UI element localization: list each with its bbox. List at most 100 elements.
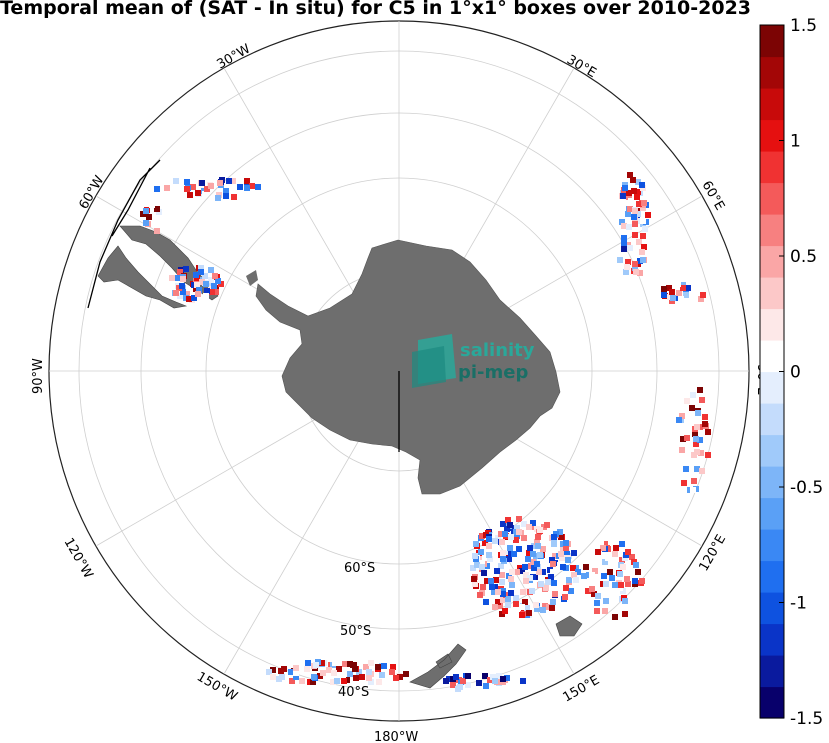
- data-cell: [630, 177, 636, 183]
- data-cell: [536, 569, 542, 575]
- antarctica-landmass: [255, 239, 561, 495]
- data-cell: [699, 397, 705, 403]
- data-cell: [490, 674, 496, 680]
- data-cell: [198, 265, 204, 271]
- data-cell: [689, 405, 695, 411]
- data-cell: [617, 257, 623, 263]
- data-cell: [592, 568, 598, 574]
- data-cell: [700, 292, 706, 298]
- data-cell: [640, 257, 646, 263]
- data-cell: [179, 283, 185, 289]
- data-cell: [359, 674, 365, 680]
- data-cell: [505, 602, 511, 608]
- data-cell: [184, 179, 190, 185]
- data-cell: [474, 562, 480, 568]
- data-cell: [507, 545, 513, 551]
- data-cell: [626, 190, 632, 196]
- data-cell: [492, 538, 498, 544]
- data-cell: [389, 669, 395, 675]
- data-cell: [702, 421, 708, 427]
- data-cell: [494, 568, 500, 574]
- data-cell: [639, 578, 645, 584]
- data-cell: [483, 599, 489, 605]
- data-cell: [479, 533, 485, 539]
- data-cell: [342, 661, 348, 667]
- data-cell: [154, 186, 160, 192]
- data-cell: [514, 569, 520, 575]
- data-cell: [326, 667, 332, 673]
- data-cell: [531, 565, 537, 571]
- data-cell: [493, 577, 499, 583]
- colorbar-swatch: [760, 560, 784, 593]
- data-cell: [202, 191, 208, 197]
- data-cell: [628, 198, 634, 204]
- data-cell: [520, 678, 526, 684]
- data-cell: [279, 674, 285, 680]
- data-cell: [154, 228, 160, 234]
- data-cell: [563, 540, 569, 546]
- data-cell: [492, 604, 498, 610]
- colorbar-swatch: [760, 592, 784, 625]
- data-cell: [516, 529, 522, 535]
- data-cell: [311, 674, 317, 680]
- data-cell: [680, 285, 686, 291]
- data-cell: [500, 550, 506, 556]
- data-cell: [676, 417, 682, 423]
- data-cell: [640, 218, 646, 224]
- data-cell: [397, 674, 403, 680]
- data-cell: [505, 517, 511, 523]
- data-cell: [612, 582, 618, 588]
- data-cell: [237, 184, 243, 190]
- data-cell: [520, 589, 526, 595]
- data-cell: [506, 556, 512, 562]
- data-cell: [293, 670, 299, 676]
- data-cell: [563, 585, 569, 591]
- data-cell: [621, 240, 627, 246]
- colorbar-swatch: [760, 245, 784, 278]
- colorbar-swatches: [760, 25, 784, 719]
- latitude-labels: 60°S 50°S 40°S: [338, 561, 375, 700]
- data-cell: [231, 194, 237, 200]
- new-zealand-landmass: [409, 643, 467, 689]
- palmer-peninsula-island: [246, 270, 258, 286]
- south-america-landmass: [97, 225, 219, 309]
- data-cell: [560, 564, 566, 570]
- data-cell: [453, 674, 459, 680]
- data-cell: [562, 594, 568, 600]
- lon-label-180w: 180°W: [374, 730, 418, 743]
- data-cell: [334, 678, 340, 684]
- data-cell: [368, 660, 374, 666]
- data-cell: [483, 683, 489, 689]
- data-cell: [626, 224, 632, 230]
- data-cell: [173, 178, 179, 184]
- data-cell: [527, 545, 533, 551]
- data-cells: [140, 172, 711, 692]
- data-cell: [634, 194, 640, 200]
- data-cell: [477, 592, 483, 598]
- data-cell: [173, 290, 179, 296]
- data-cell: [488, 578, 494, 584]
- data-cell: [223, 193, 229, 199]
- data-cell: [393, 675, 399, 681]
- data-cell: [635, 179, 641, 185]
- data-cell: [347, 661, 353, 667]
- data-cell: [332, 660, 338, 666]
- colorbar-swatch: [760, 25, 784, 58]
- data-cell: [513, 601, 519, 607]
- data-cell: [341, 678, 347, 684]
- data-cell: [381, 663, 387, 669]
- data-cell: [695, 410, 701, 416]
- data-cell: [563, 545, 569, 551]
- data-cell: [690, 392, 696, 398]
- data-cell: [697, 437, 703, 443]
- data-cell: [661, 286, 667, 292]
- data-cell: [600, 545, 606, 551]
- data-cell: [683, 292, 689, 298]
- data-cell: [608, 539, 614, 545]
- data-cell: [208, 183, 214, 189]
- data-cell: [575, 569, 581, 575]
- data-cell: [639, 182, 645, 188]
- data-cell: [675, 281, 681, 287]
- data-cell: [607, 569, 613, 575]
- data-cell: [366, 675, 372, 681]
